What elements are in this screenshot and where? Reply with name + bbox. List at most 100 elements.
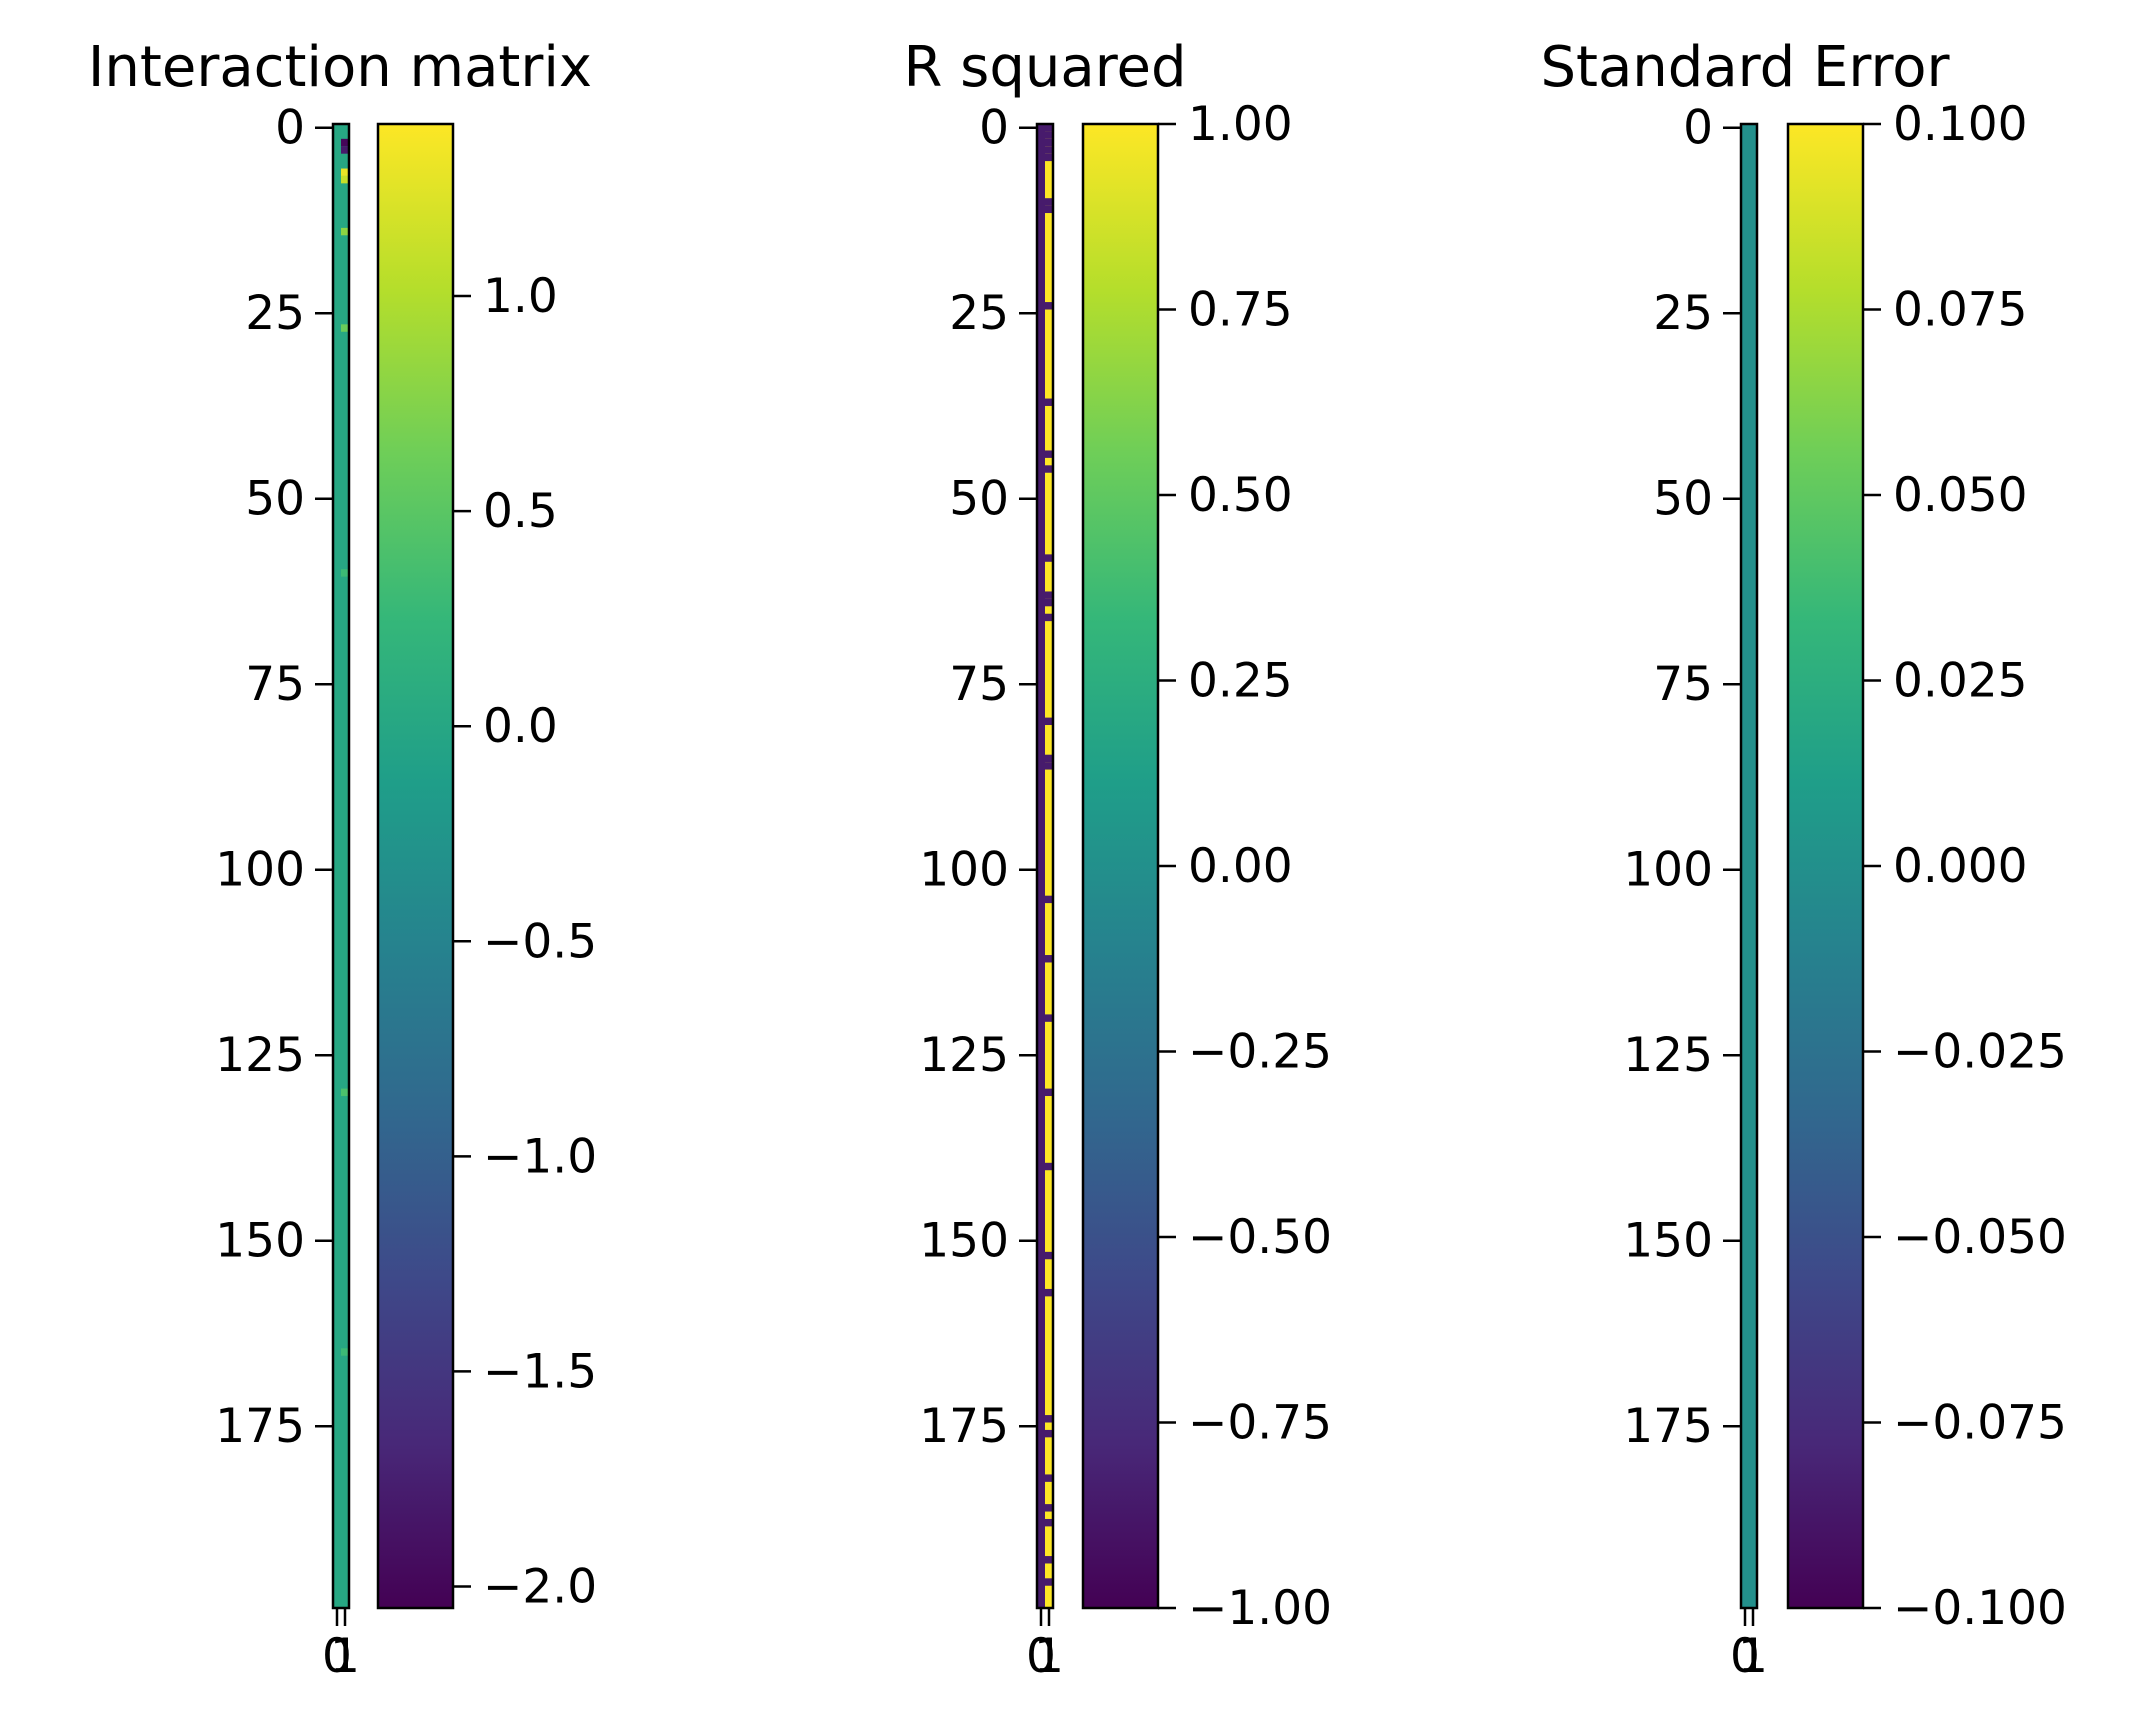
panel-title: R squared <box>903 35 1186 100</box>
heatmap-cell <box>341 168 349 176</box>
heatmap-cell <box>1045 398 1053 406</box>
panel-title: Standard Error <box>1540 35 1950 100</box>
colorbar-tick-label: 0.050 <box>1893 468 2028 523</box>
x-tick-label: 0 <box>1730 1629 1760 1684</box>
colorbar-tick-label: 0.5 <box>483 484 558 539</box>
heatmap-cell <box>341 1088 349 1097</box>
colorbar-tick-label: −1.00 <box>1188 1581 1332 1636</box>
colorbar-tick-label: −1.0 <box>483 1129 597 1184</box>
heatmap-column <box>1045 124 1053 1608</box>
heatmap-cell <box>1045 1088 1053 1097</box>
heatmap-cell <box>1045 591 1053 599</box>
heatmap-frame <box>1739 122 1759 1610</box>
y-tick-label: 175 <box>215 1399 305 1454</box>
y-tick-label: 125 <box>919 1028 1009 1083</box>
x-tick-label: 0 <box>322 1629 352 1684</box>
heatmap-cell <box>1045 1518 1053 1527</box>
colorbar-tick-label: −1.5 <box>483 1344 597 1399</box>
y-tick-label: 50 <box>245 472 305 527</box>
colorbar-tick-label: 0.025 <box>1893 654 2028 709</box>
heatmap-cell <box>1045 1014 1053 1022</box>
heatmap-cell <box>1045 895 1053 904</box>
x-tick-label: 1 <box>1738 1629 1768 1684</box>
heatmap-image <box>1741 124 1757 1608</box>
heatmap-cell <box>1045 138 1053 147</box>
heatmap-cell <box>1045 1288 1053 1297</box>
colorbar <box>378 124 453 1608</box>
colorbar-tick-label: 0.075 <box>1893 283 2028 338</box>
y-tick-label: 100 <box>919 843 1009 898</box>
heatmap-cell <box>1045 554 1053 562</box>
heatmap-cell <box>1045 717 1053 726</box>
y-tick-label: 75 <box>949 657 1009 712</box>
heatmap-cell <box>1045 1415 1053 1423</box>
colorbar-tick-label: −0.025 <box>1893 1025 2067 1080</box>
colorbar-tick-label: −0.050 <box>1893 1210 2067 1265</box>
x-tick-label: 0 <box>1026 1629 1056 1684</box>
heatmap-cell <box>1045 1162 1053 1171</box>
colorbar-tick-label: −0.5 <box>483 914 597 969</box>
y-tick-label: 100 <box>1623 843 1713 898</box>
heatmap-cell <box>1045 198 1053 206</box>
colorbar-frame <box>376 122 455 1610</box>
x-tick-label: 1 <box>330 1629 360 1684</box>
heatmap-cell <box>1045 1251 1053 1260</box>
x-tick-label: 1 <box>1034 1629 1064 1684</box>
heatmap-image <box>333 124 349 1608</box>
colorbar-tick-label: 0.75 <box>1188 283 1293 338</box>
heatmap-cell <box>1045 1556 1053 1564</box>
heatmap-background <box>333 124 349 1608</box>
heatmap-cell <box>341 1348 349 1356</box>
y-tick-label: 25 <box>245 286 305 341</box>
heatmap-cell <box>341 175 349 184</box>
y-tick-label: 175 <box>919 1399 1009 1454</box>
heatmap-cell <box>1045 754 1053 763</box>
colorbar-tick-label: 0.25 <box>1188 654 1293 709</box>
y-tick-label: 25 <box>949 286 1009 341</box>
heatmap-cell <box>341 138 349 147</box>
y-tick-label: 0 <box>275 101 305 156</box>
colorbar-tick-label: 0.0 <box>483 699 558 754</box>
y-tick-label: 150 <box>215 1214 305 1269</box>
y-tick-label: 0 <box>1683 101 1713 156</box>
heatmap-cell <box>1045 955 1053 963</box>
colorbar-tick-label: −0.50 <box>1188 1210 1332 1265</box>
colorbar-tick-label: −0.100 <box>1893 1581 2067 1636</box>
y-tick-label: 100 <box>215 843 305 898</box>
colorbar-tick-label: 0.100 <box>1893 97 2028 152</box>
colorbar-tick-label: −0.75 <box>1188 1396 1332 1451</box>
y-tick-label: 50 <box>949 472 1009 527</box>
panel-1: Interaction matrix0255075100125150175011… <box>88 35 597 1684</box>
heatmap-cell <box>1045 465 1053 473</box>
colorbar-tick-label: 1.00 <box>1188 97 1293 152</box>
y-tick-label: 125 <box>215 1028 305 1083</box>
heatmap-image <box>1037 124 1053 1608</box>
y-tick-label: 75 <box>245 657 305 712</box>
heatmap-cell <box>341 324 349 332</box>
heatmap-cell <box>341 227 349 236</box>
colorbar-tick-label: 0.50 <box>1188 468 1293 523</box>
heatmap-cell <box>1045 153 1053 162</box>
heatmap-column <box>1037 124 1045 1608</box>
heatmap-frame <box>331 122 351 1610</box>
y-tick-label: 75 <box>1653 657 1713 712</box>
colorbar <box>1083 124 1158 1608</box>
heatmap-background <box>1741 124 1757 1608</box>
panels: Interaction matrix0255075100125150175011… <box>88 35 2067 1684</box>
colorbar-tick-label: 0.00 <box>1188 839 1293 894</box>
y-tick-label: 125 <box>1623 1028 1713 1083</box>
heatmap-frame <box>1035 122 1055 1610</box>
colorbar-tick-label: −2.0 <box>483 1559 597 1614</box>
colorbar-tick-label: −0.075 <box>1893 1396 2067 1451</box>
heatmap-cell <box>1045 302 1053 310</box>
colorbar-tick-label: 1.0 <box>483 269 558 324</box>
y-tick-label: 25 <box>1653 286 1713 341</box>
heatmap-cell <box>1045 762 1053 770</box>
colorbar-tick-label: 0.000 <box>1893 839 2028 894</box>
y-tick-label: 150 <box>919 1214 1009 1269</box>
heatmap-cell <box>1045 1504 1053 1512</box>
heatmap-cell <box>1045 1474 1053 1482</box>
panel-3: Standard Error0255075100125150175010.100… <box>1540 35 2066 1684</box>
